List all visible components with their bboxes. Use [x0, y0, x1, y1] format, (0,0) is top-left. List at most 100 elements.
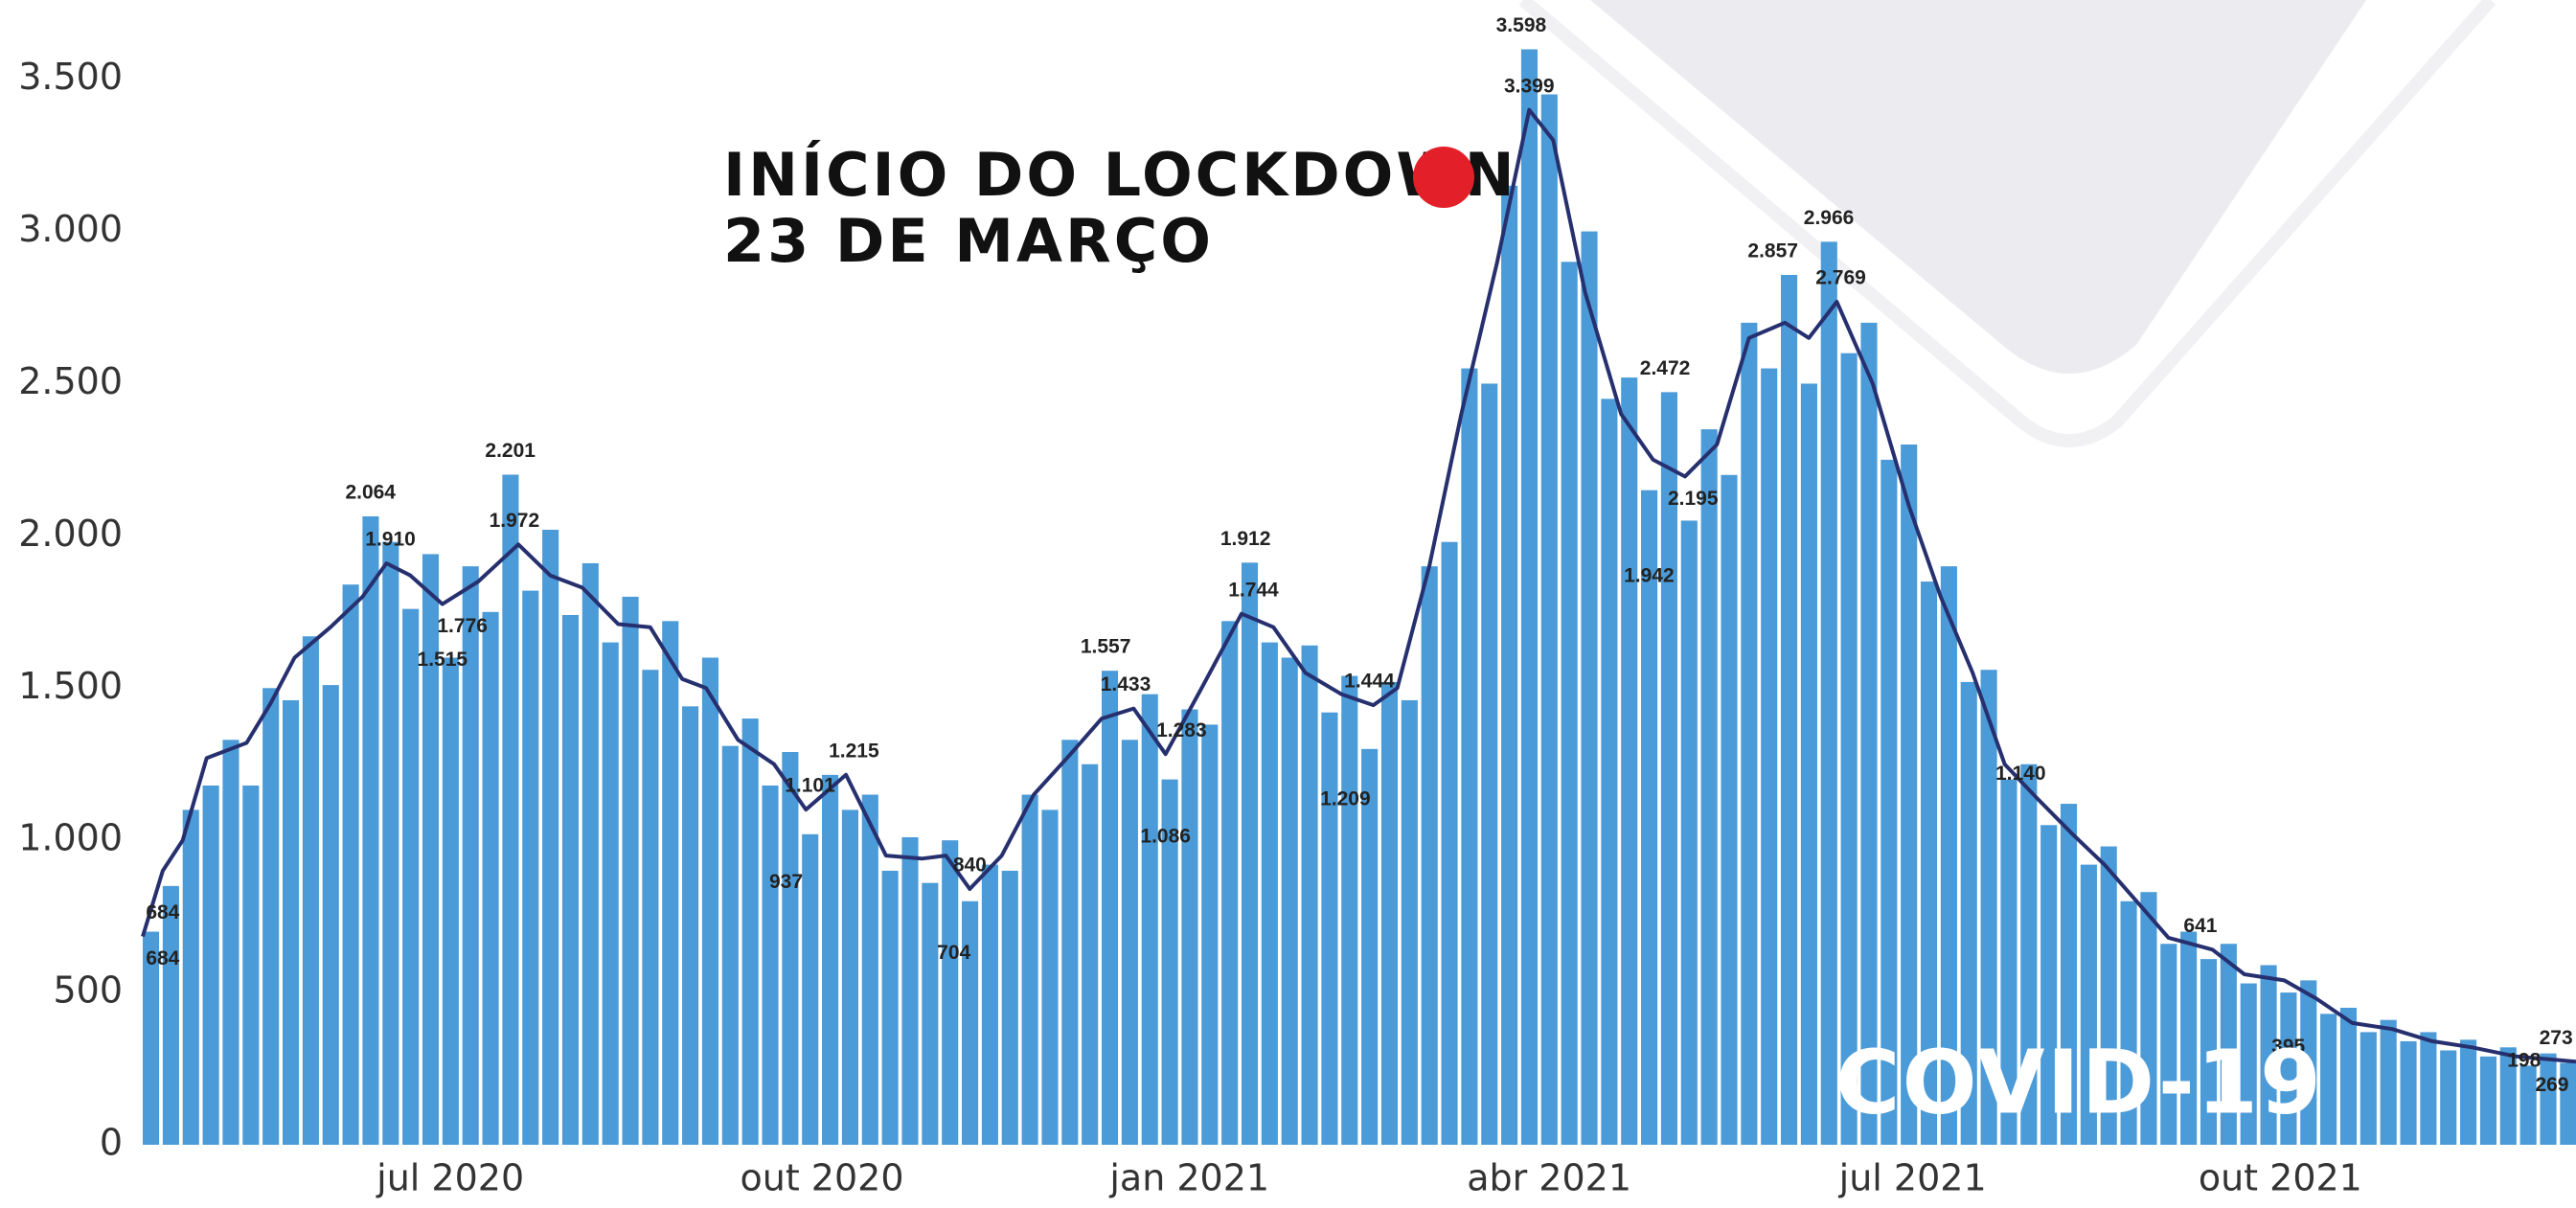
data-label: 1.209	[1320, 787, 1371, 809]
bar	[1960, 681, 1977, 1145]
bar	[1581, 231, 1598, 1146]
bar	[422, 554, 440, 1145]
x-tick-label: jul 2020	[376, 1157, 524, 1199]
bar	[382, 541, 399, 1145]
bar	[262, 688, 280, 1145]
bar	[2040, 825, 2058, 1145]
bar	[143, 931, 160, 1145]
bar	[1181, 709, 1198, 1145]
bar	[202, 785, 219, 1145]
bar	[1401, 699, 1418, 1145]
bar	[1980, 670, 1997, 1145]
bar	[2160, 944, 2177, 1145]
bar	[342, 584, 359, 1145]
x-tick-label: jul 2021	[1838, 1157, 1987, 1199]
bar	[682, 706, 699, 1145]
bar	[701, 657, 719, 1145]
bar	[1660, 392, 1677, 1145]
bar	[1001, 870, 1018, 1145]
bar	[962, 900, 979, 1145]
bar	[1261, 642, 1278, 1145]
data-label: 2.472	[1640, 357, 1691, 379]
y-tick-label: 1.500	[18, 665, 123, 707]
bar	[1621, 377, 1638, 1146]
data-label: 1.744	[1228, 579, 1279, 601]
bar	[782, 752, 799, 1145]
data-label: 2.966	[1804, 207, 1855, 229]
bar	[2300, 980, 2317, 1145]
bar	[1441, 541, 1458, 1145]
bar	[2200, 959, 2218, 1145]
data-label: 2.769	[1815, 267, 1866, 289]
plot-area	[141, 49, 2576, 1146]
bar	[322, 685, 339, 1145]
bar	[1101, 671, 1119, 1145]
bar	[1341, 675, 1358, 1145]
bar	[2020, 764, 2038, 1145]
bar	[1540, 94, 1558, 1146]
data-label: 1.140	[1995, 763, 2046, 785]
bar	[721, 745, 739, 1145]
bar	[462, 566, 479, 1145]
bar	[1281, 657, 1298, 1145]
data-label: 1.942	[1624, 564, 1675, 586]
chevron	[1590, 0, 2366, 374]
data-label: 1.912	[1220, 528, 1271, 550]
bar	[2000, 779, 2017, 1145]
bar	[861, 794, 878, 1145]
data-label: 273	[2540, 1027, 2573, 1049]
data-label: 1.557	[1081, 636, 1131, 658]
bar	[522, 590, 539, 1145]
data-label: 2.195	[1668, 488, 1719, 510]
bar	[2120, 900, 2137, 1145]
bar	[2519, 1065, 2537, 1145]
bar	[1601, 399, 1618, 1145]
bar	[542, 530, 559, 1145]
annotation-title: INÍCIO DO LOCKDOWN	[723, 140, 1517, 210]
data-label: 1.515	[418, 649, 468, 671]
bar	[1421, 566, 1438, 1145]
data-label: 684	[146, 947, 179, 969]
bar	[2380, 1019, 2397, 1145]
data-label: 840	[953, 855, 987, 877]
badge: COVID-19	[1835, 1031, 2323, 1133]
data-label: 937	[769, 871, 803, 893]
bar	[2140, 892, 2157, 1145]
bar	[242, 785, 260, 1145]
bar	[602, 642, 619, 1145]
data-label: 1.444	[1344, 671, 1395, 693]
bar	[1561, 262, 1578, 1145]
data-label: 684	[146, 901, 179, 923]
bar	[1041, 809, 1059, 1145]
bar	[581, 562, 599, 1145]
data-label: 1.776	[437, 615, 488, 637]
bar	[1741, 322, 1758, 1145]
bar	[2460, 1039, 2477, 1145]
bar	[1781, 274, 1798, 1145]
bar	[442, 657, 459, 1145]
data-label: 2.201	[485, 440, 536, 462]
bar	[1680, 520, 1698, 1145]
bar	[1161, 779, 1178, 1145]
bar	[1700, 429, 1718, 1145]
bar	[2260, 965, 2277, 1145]
bar	[1721, 474, 1738, 1146]
data-label: 1.972	[490, 510, 540, 532]
bar	[2080, 864, 2097, 1145]
y-tick-label: 3.000	[18, 208, 123, 250]
data-label: 1.283	[1156, 719, 1207, 741]
y-tick-label: 3.500	[18, 56, 123, 98]
data-label: 3.399	[1504, 75, 1555, 97]
bar	[1901, 444, 1918, 1145]
bar	[881, 870, 899, 1145]
data-label: 641	[2183, 915, 2217, 937]
bar	[2060, 804, 2078, 1145]
bar	[802, 833, 819, 1145]
bar	[1481, 383, 1498, 1145]
bar	[1820, 241, 1837, 1146]
bar	[1920, 581, 1938, 1145]
y-tick-label: 1.000	[18, 817, 123, 859]
bar	[302, 636, 319, 1145]
bar	[1860, 322, 1878, 1145]
